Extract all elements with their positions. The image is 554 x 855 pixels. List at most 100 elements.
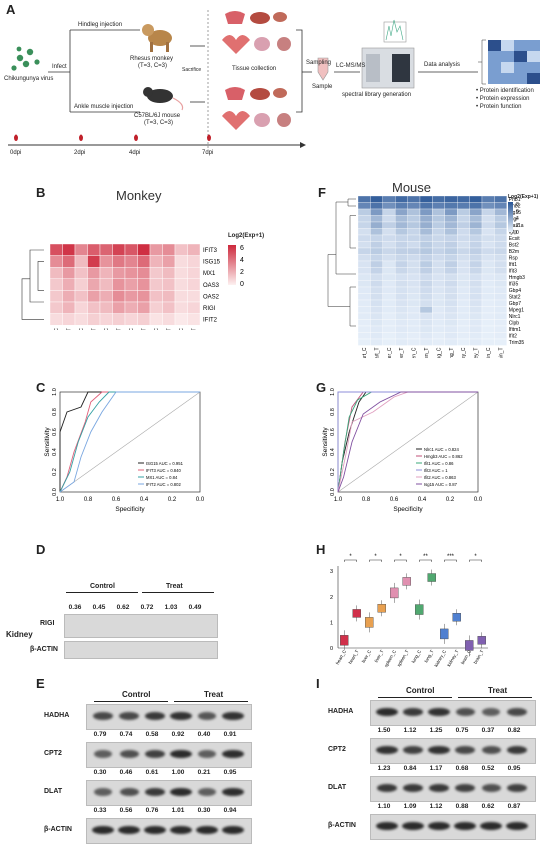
heatmap-row-label: ISG15 [203, 260, 221, 266]
heatmap-cell [395, 319, 408, 327]
heatmap-row-label: Ifi35 [509, 282, 519, 288]
heatmap-cell [395, 228, 408, 236]
box-mark [390, 587, 399, 599]
heatmap-cell [162, 301, 176, 314]
heatmap-cell [357, 293, 371, 301]
blot-value: 1.23 [377, 765, 391, 772]
panel-label-b: B [36, 185, 46, 200]
heatmap-cell [49, 255, 63, 268]
heatmap-cell [419, 254, 433, 262]
heatmap-cell [370, 195, 383, 203]
heatmap-cell [395, 247, 408, 255]
blot-band [376, 784, 398, 792]
heatmap-cell [481, 306, 495, 314]
heatmap-cell [494, 332, 507, 340]
heatmap-col-label: brain_C [179, 328, 185, 330]
heatmap-row-label: B2m [509, 249, 519, 255]
heatmap-cell [407, 202, 421, 210]
bullet-2: • Protein expression [476, 96, 530, 102]
blot-value: 0.76 [145, 807, 159, 814]
heatmap-cell [432, 241, 445, 249]
heatmap-cell [494, 208, 507, 216]
roc-ytick: 0.4 [52, 448, 58, 456]
heatmap-cell [395, 325, 408, 333]
heatmap-cell [457, 293, 470, 301]
heatmap-cell [444, 267, 458, 275]
roc-xtick: 0.4 [140, 497, 149, 503]
heatmap-cell [174, 255, 188, 268]
mouse-legend-title: Log2(Exp+1) [508, 194, 539, 200]
heatmap-cell [444, 195, 458, 203]
blot-value: 0.56 [119, 807, 133, 814]
heatmap-cell [124, 301, 138, 314]
heatmap-cell [481, 267, 495, 275]
roc-ytick: 0.0 [52, 488, 58, 496]
heatmap-cell [469, 221, 483, 229]
heatmap-col-label: liver_C [387, 347, 393, 358]
heatmap-cell [357, 338, 371, 346]
heatmap-cell [419, 260, 433, 268]
heatmap-cell [419, 312, 433, 320]
heatmap-cell [357, 221, 371, 229]
heatmap-cell [370, 228, 383, 236]
heatmap-cell [432, 319, 445, 327]
heatmap-cell [457, 208, 470, 216]
heatmap-cell [494, 234, 507, 242]
heatmap-cell [370, 215, 383, 223]
heatmap-cell [99, 266, 113, 279]
heatmap-cell [149, 301, 163, 314]
heatmap-cell [149, 313, 163, 326]
heatmap-cell [149, 243, 163, 256]
heatmap-cell [469, 202, 483, 210]
heatmap-cell [382, 319, 396, 327]
roc-xtick: 0.6 [390, 497, 399, 503]
heatmap-cell [382, 293, 396, 301]
heatmap-col-label: heart_C [362, 347, 368, 358]
heatmap-cell [395, 299, 408, 307]
blot-row-label: β-ACTIN [44, 826, 72, 833]
box-sig-label: *** [447, 554, 455, 560]
heatmap-cell [87, 266, 101, 279]
blot-band [481, 784, 501, 792]
heatmap-cell [357, 195, 371, 203]
heatmap-cell [407, 338, 421, 346]
roc-xtick: 0.0 [474, 497, 483, 503]
heatmap-col-label: spleen_T [424, 348, 430, 359]
panel-label-d: D [36, 542, 46, 557]
box-mark [352, 609, 361, 618]
heatmap-cell [419, 221, 433, 229]
blot-value: 0.52 [481, 765, 495, 772]
heatmap-cell [457, 273, 470, 281]
heatmap-cell [481, 208, 495, 216]
heatmap-cell [494, 306, 507, 314]
roc-xtick: 1.0 [334, 497, 343, 503]
heatmap-cell [469, 247, 483, 255]
box-mark [465, 640, 474, 651]
heatmap-legend-tick: 0 [516, 230, 519, 236]
heatmap-cell [74, 313, 88, 326]
mouse-n-label: (T=3, C=3) [144, 120, 174, 126]
roc-ylabel: Sensitivity [44, 427, 51, 457]
blot-band [94, 788, 112, 796]
virus-label: Chikungunya virus [4, 76, 54, 82]
heatmap-cell [99, 243, 113, 256]
box-mark [340, 635, 349, 646]
timeline-4: 4dpi [129, 150, 141, 156]
heatmap-cell [444, 221, 458, 229]
heatmap-cell [457, 299, 470, 307]
roc-xtick: 0.8 [84, 497, 93, 503]
heatmap-cell [395, 221, 408, 229]
blot-control-label: Control [406, 686, 435, 695]
heatmap-cell [444, 247, 458, 255]
heatmap-row-label: Rsp [509, 256, 518, 262]
heatmap-cell [87, 243, 101, 256]
box-ytick: 3 [330, 569, 333, 575]
heatmap-cell [370, 241, 383, 249]
heatmap-cell [162, 266, 176, 279]
bullet-3: • Protein function [476, 104, 522, 110]
heatmap-cell [481, 286, 495, 294]
roc-ytick: 1.0 [52, 388, 58, 396]
heatmap-cell [469, 286, 483, 294]
blot-d-value: 1.03 [164, 604, 178, 611]
